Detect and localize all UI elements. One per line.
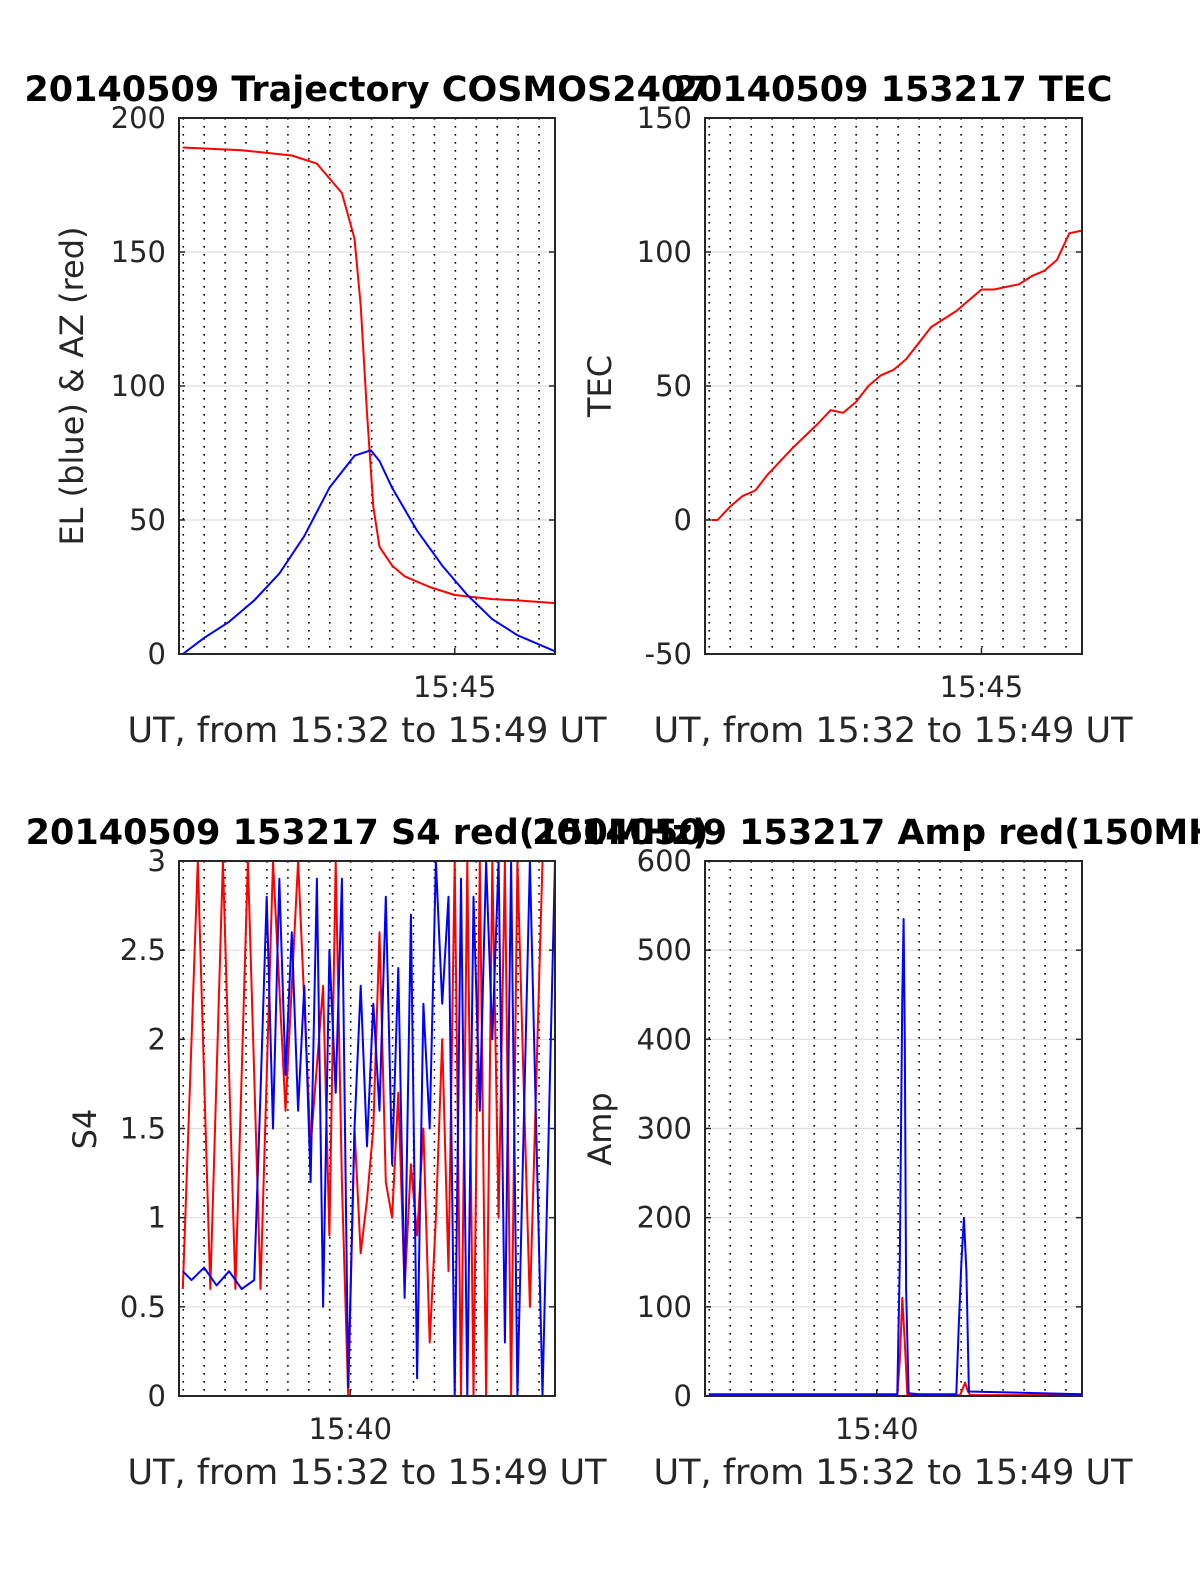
s4-x-tick-label: 15:40	[309, 1412, 393, 1446]
s4-y-tick-label: 0.5	[120, 1290, 166, 1324]
s4-title: 20140509 153217 S4 red(150MHz)	[26, 813, 709, 853]
trajectory-x-axis-label: UT, from 15:32 to 15:49 UT	[127, 711, 607, 751]
amp-y-tick-label: 400	[637, 1022, 692, 1056]
s4-x-axis-label: UT, from 15:32 to 15:49 UT	[127, 1453, 607, 1493]
amp-y-tick-label: 600	[637, 844, 692, 878]
amp-x-tick-label: 15:40	[835, 1412, 919, 1446]
tec-y-tick-label: -50	[645, 637, 692, 671]
amp-y-tick-label: 0	[674, 1379, 692, 1413]
amp-series-blue-line	[708, 918, 1083, 1396]
trajectory-series-red-line	[182, 146, 556, 605]
tec-y-axis-label: TEC	[581, 355, 619, 418]
trajectory-y-tick-label: 200	[111, 101, 166, 135]
tec-x-axis-label: UT, from 15:32 to 15:49 UT	[653, 711, 1133, 751]
trajectory-title: 20140509 Trajectory COSMOS2407	[24, 70, 709, 110]
trajectory-y-tick-label: 150	[111, 235, 166, 269]
trajectory-series-blue-line	[182, 449, 556, 655]
amp-y-tick-label: 500	[637, 933, 692, 967]
s4-y-tick-label: 1	[148, 1201, 166, 1235]
s4-y-tick-label: 0	[148, 1379, 166, 1413]
trajectory-x-tick-label: 15:45	[413, 670, 497, 704]
tec-y-tick-label: 50	[655, 369, 692, 403]
s4-series-blue-line	[182, 860, 556, 1397]
trajectory-panel: 20140509 Trajectory COSMOS2407 UT, from …	[24, 70, 709, 751]
trajectory-y-tick-label: 0	[148, 637, 166, 671]
amp-y-tick-label: 300	[637, 1112, 692, 1146]
s4-y-tick-label: 3	[148, 844, 166, 878]
amp-y-tick-label: 100	[637, 1290, 692, 1324]
tec-y-tick-label: 150	[637, 101, 692, 135]
tec-y-tick-label: 100	[637, 235, 692, 269]
trajectory-y-axis-label: EL (blue) & AZ (red)	[53, 226, 91, 545]
tec-y-tick-label: 0	[674, 503, 692, 537]
tec-x-tick-label: 15:45	[940, 670, 1024, 704]
s4-y-tick-label: 1.5	[120, 1112, 166, 1146]
tec-series-red-line	[711, 229, 1083, 521]
trajectory-y-tick-label: 100	[111, 369, 166, 403]
amp-y-axis-label: Amp	[581, 1092, 619, 1165]
amp-title: 20140509 153217 Amp red(150MHz)	[532, 813, 1200, 853]
amp-y-tick-label: 200	[637, 1201, 692, 1235]
tec-panel: 20140509 153217 TEC UT, from 15:32 to 15…	[581, 70, 1133, 751]
trajectory-y-tick-label: 50	[129, 503, 166, 537]
s4-y-axis-label: S4	[66, 1109, 104, 1150]
amp-panel: 20140509 153217 Amp red(150MHz) UT, from…	[532, 813, 1200, 1493]
s4-y-tick-label: 2	[148, 1022, 166, 1056]
tec-title: 20140509 153217 TEC	[674, 70, 1113, 110]
s4-series-red-line	[181, 860, 555, 1397]
tec-vertical-dotted-grid	[708, 118, 1067, 654]
s4-panel: 20140509 153217 S4 red(150MHz) UT, from …	[26, 813, 709, 1493]
amp-x-axis-label: UT, from 15:32 to 15:49 UT	[653, 1453, 1133, 1493]
trajectory-vertical-dotted-grid	[182, 118, 540, 654]
s4-y-tick-label: 2.5	[120, 933, 166, 967]
